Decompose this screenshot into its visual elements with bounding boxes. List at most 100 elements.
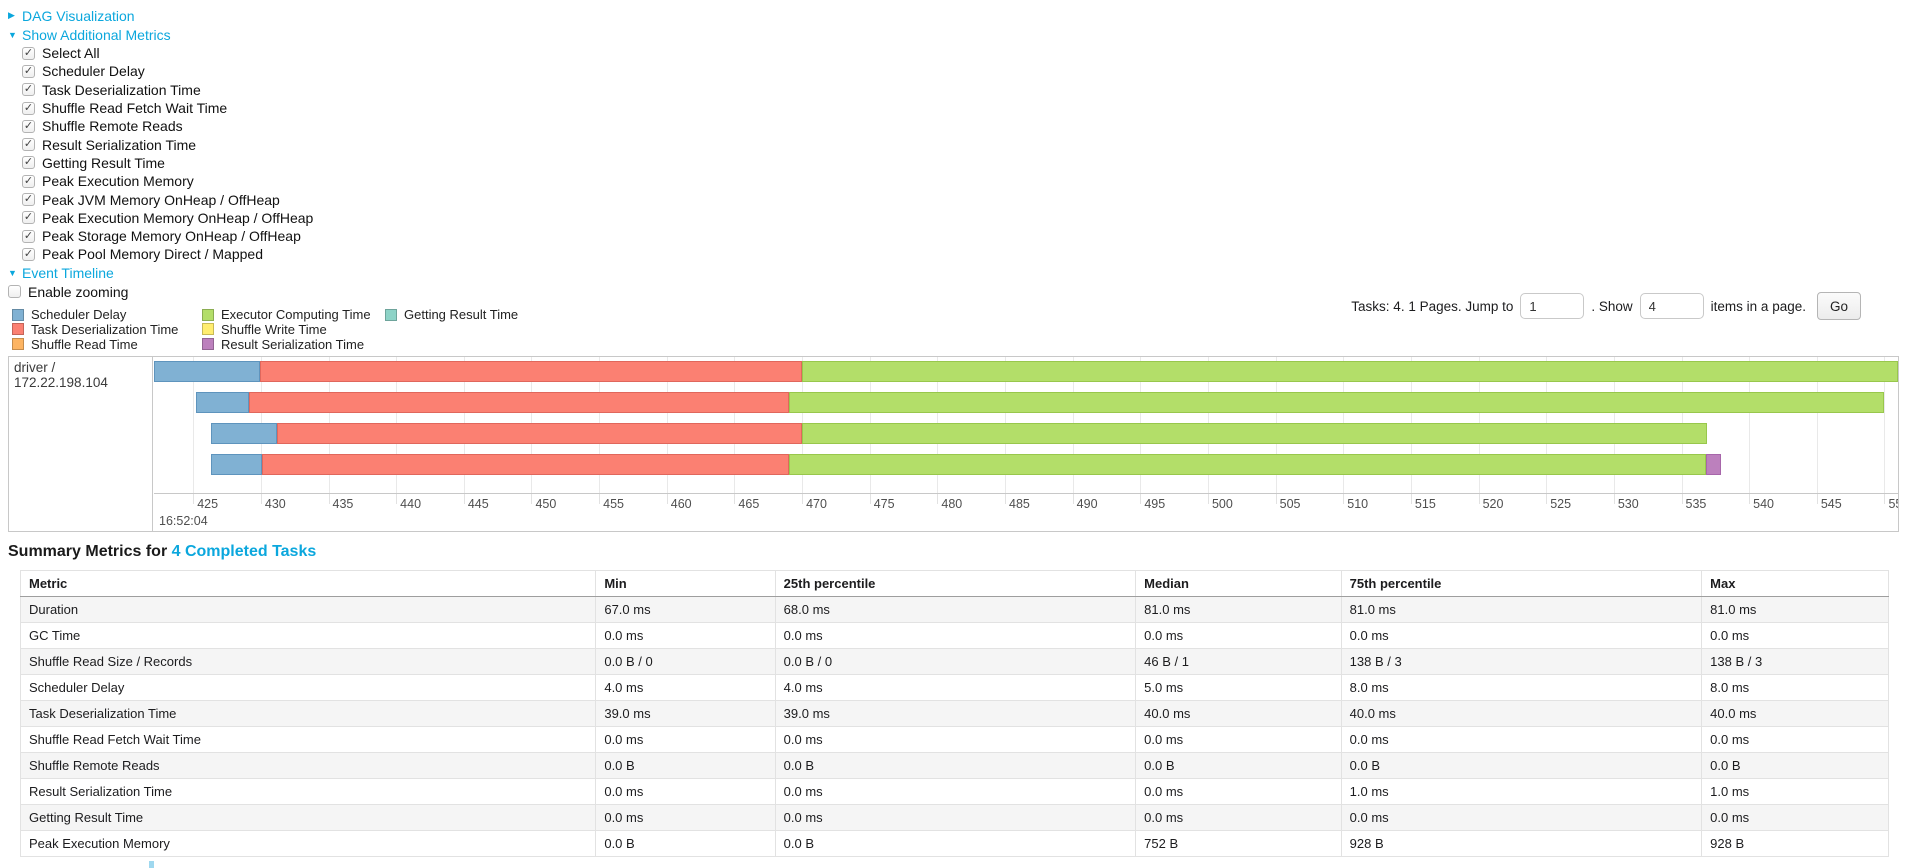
legend-item-label: Result Serialization Time: [221, 336, 365, 352]
axis-tick-icon: [734, 494, 736, 504]
metric-checkbox-peak-storage-memory-onheap-offheap[interactable]: Peak Storage Memory OnHeap / OffHeap: [22, 227, 1907, 245]
axis-tick-label: 465: [738, 497, 760, 511]
table-row: GC Time 0.0 ms 0.0 ms 0.0 ms 0.0 ms 0.0 ms: [19, 622, 1889, 649]
task-segment-executor_computing[interactable]: [802, 361, 1898, 382]
toggle-show-additional-metrics[interactable]: ▼ Show Additional Metrics: [8, 25, 1907, 44]
table-body: Duration 67.0 ms 68.0 ms 81.0 ms 81.0 ms 81.0…: [19, 596, 1889, 857]
legend-item-label: Shuffle Read Time: [31, 336, 138, 352]
completed-tasks-link[interactable]: 4 Completed Tasks: [171, 543, 317, 560]
axis-tick-label: 500: [1211, 497, 1233, 511]
axis-tick-icon: [1884, 494, 1886, 504]
metric-checkbox-getting-result-time[interactable]: Getting Result Time: [22, 154, 1907, 172]
metric-value-cell: 0.0 ms: [1701, 804, 1889, 831]
metric-checkbox-task-deserialization-time[interactable]: Task Deserialization Time: [22, 81, 1907, 99]
task-timeline-bar: [154, 423, 1898, 444]
checkbox-checked-icon: [22, 46, 35, 60]
shuffle_read-swatch-icon: [12, 338, 24, 351]
metric-value-cell: 0.0 ms: [1340, 622, 1703, 649]
metric-value-cell: 138 B / 3: [1340, 648, 1703, 675]
axis-tick-icon: [1681, 494, 1683, 504]
metric-checkbox-result-serialization-time[interactable]: Result Serialization Time: [22, 135, 1907, 153]
task-segment-scheduler_delay[interactable]: [154, 361, 260, 382]
metric-name-cell: Result Serialization Time: [19, 778, 597, 805]
metric-value-cell: 0.0 B: [1701, 752, 1889, 779]
metric-name-cell: Scheduler Delay: [19, 674, 597, 701]
axis-tick-label: 445: [467, 497, 489, 511]
metric-checkbox-label: Shuffle Read Fetch Wait Time: [42, 100, 228, 117]
metric-checkbox-peak-jvm-memory-onheap-offheap[interactable]: Peak JVM Memory OnHeap / OffHeap: [22, 190, 1907, 208]
axis-tick-label: 470: [806, 497, 827, 511]
metric-value-cell: 0.0 ms: [1135, 778, 1342, 805]
axis-tick-label: 435: [332, 497, 354, 511]
metric-checkbox-peak-pool-memory-direct-mapped[interactable]: Peak Pool Memory Direct / Mapped: [22, 245, 1907, 263]
axis-tick-icon: [328, 494, 330, 504]
metric-value-cell: 39.0 ms: [774, 700, 1137, 727]
metric-value-cell: 928 B: [1340, 830, 1703, 857]
metric-checkbox-shuffle-read-fetch-wait-time[interactable]: Shuffle Read Fetch Wait Time: [22, 99, 1907, 117]
axis-tick-label: 425: [197, 497, 219, 511]
metric-value-cell: 39.0 ms: [595, 700, 776, 727]
metric-checkbox-peak-execution-memory-onheap-offheap[interactable]: Peak Execution Memory OnHeap / OffHeap: [22, 209, 1907, 227]
task-segment-scheduler_delay[interactable]: [210, 454, 263, 475]
axis-tick-label: 530: [1617, 497, 1639, 511]
toggle-dag-label: DAG Visualization: [22, 7, 135, 24]
metric-value-cell: 68.0 ms: [774, 596, 1137, 623]
summary-metrics-heading: Summary Metrics for 4 Completed Tasks: [8, 543, 316, 561]
axis-tick-label: 535: [1685, 497, 1707, 511]
metric-checkbox-label: Peak Execution Memory: [42, 173, 194, 190]
legend-item-label: Shuffle Write Time: [221, 321, 327, 337]
axis-tick-label: 440: [400, 497, 422, 511]
metric-checkbox-select-all[interactable]: Select All: [22, 44, 1907, 62]
metric-checkbox-scheduler-delay[interactable]: Scheduler Delay: [22, 62, 1907, 80]
checkbox-checked-icon: [22, 174, 35, 188]
task-pager: Tasks: 4. 1 Pages. Jump to . Show items …: [1351, 292, 1861, 320]
task-segment-task_deserialization[interactable]: [262, 454, 789, 475]
metric-checkbox-peak-execution-memory[interactable]: Peak Execution Memory: [22, 172, 1907, 190]
task-segment-executor_computing[interactable]: [788, 454, 1706, 475]
metric-value-cell: 40.0 ms: [1135, 700, 1342, 727]
metric-checkbox-shuffle-remote-reads[interactable]: Shuffle Remote Reads: [22, 117, 1907, 135]
table-row: Scheduler Delay 4.0 ms 4.0 ms 5.0 ms 8.0 ms 8…: [19, 674, 1889, 701]
toggle-event-timeline[interactable]: ▼ Event Timeline: [8, 264, 1907, 283]
toggle-dag-visualization[interactable]: ▶ DAG Visualization: [8, 6, 1907, 25]
collapsed-arrow-icon: ▶: [8, 10, 15, 20]
task-segment-executor_computing[interactable]: [802, 423, 1708, 444]
metric-value-cell: 8.0 ms: [1340, 674, 1703, 701]
timeline-axis: 425 430 435 440 445 450 455 460 465 470 475 480 485 4…: [154, 493, 1898, 531]
metric-value-cell: 0.0 ms: [595, 778, 776, 805]
scheduler_delay-swatch-icon: [12, 308, 24, 321]
axis-tick-label: 520: [1482, 497, 1504, 511]
enable-zooming-checkbox[interactable]: Enable zooming: [8, 283, 1907, 301]
axis-tick-icon: [666, 494, 668, 504]
metric-value-cell: 0.0 B: [595, 830, 776, 857]
column-header: Metric: [19, 570, 597, 597]
metric-name-cell: Shuffle Remote Reads: [19, 752, 597, 779]
metric-value-cell: 0.0 ms: [774, 804, 1137, 831]
column-header: Max: [1701, 570, 1889, 597]
legend-item-label: Task Deserialization Time: [31, 321, 179, 337]
task-segment-result_serialization[interactable]: [1705, 454, 1721, 475]
metric-value-cell: 0.0 ms: [1701, 622, 1889, 649]
metric-value-cell: 0.0 B: [595, 752, 776, 779]
task-segment-executor_computing[interactable]: [788, 392, 1885, 413]
axis-tick-label: 515: [1414, 497, 1436, 511]
task-segment-scheduler_delay[interactable]: [195, 392, 249, 413]
axis-tick-icon: [396, 494, 398, 504]
metric-value-cell: 5.0 ms: [1135, 674, 1342, 701]
legend-item-shuffle_write: Shuffle Write Time: [202, 322, 385, 337]
axis-tick-icon: [1275, 494, 1277, 504]
task-segment-scheduler_delay[interactable]: [210, 423, 278, 444]
event-timeline-chart: driver / 172.22.198.104 425 430 435 440 445 4…: [8, 356, 1899, 532]
items-per-page-input[interactable]: [1639, 293, 1704, 319]
task-segment-task_deserialization[interactable]: [248, 392, 789, 413]
executor-row-label: driver / 172.22.198.104: [9, 357, 153, 531]
metric-value-cell: 0.0 ms: [595, 622, 776, 649]
legend-item-task_deserialization: Task Deserialization Time: [12, 322, 202, 337]
go-button[interactable]: Go: [1816, 292, 1861, 320]
axis-tick-icon: [1005, 494, 1007, 504]
jump-to-page-input[interactable]: [1520, 293, 1585, 319]
task-segment-task_deserialization[interactable]: [259, 361, 803, 382]
metric-name-cell: Getting Result Time: [19, 804, 597, 831]
axis-tick-label: 430: [264, 497, 286, 511]
task-segment-task_deserialization[interactable]: [277, 423, 803, 444]
